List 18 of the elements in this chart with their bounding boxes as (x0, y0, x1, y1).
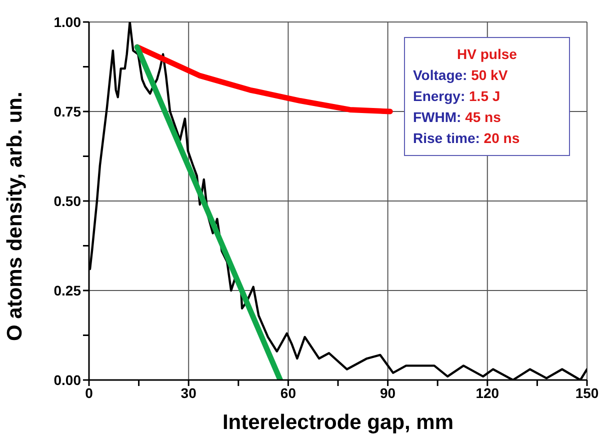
annotation: Voltage: 50 kV (413, 67, 508, 83)
x-tick-label: 30 (180, 384, 197, 401)
x-tick-label: 0 (85, 384, 94, 401)
y-tick-label: 0.75 (54, 103, 82, 120)
annotation: Energy: 1.5 J (413, 88, 500, 104)
annotation: HV pulse (456, 45, 518, 64)
y-tick-label: 0.25 (54, 282, 82, 298)
annotation: Rise time: 20 ns (413, 130, 520, 146)
y-tick-label: 0.50 (54, 192, 82, 209)
annotation: FWHM: 45 ns (413, 109, 501, 125)
x-tick-label: 90 (380, 384, 396, 401)
x-tick-label: 60 (280, 384, 296, 401)
text: 0.00 (54, 372, 81, 388)
x-axis-title: Interelectrode gap, mm (222, 411, 454, 434)
y-axis-title: O atoms density, arb. un. (3, 92, 26, 341)
x-tick-label: 150 (575, 384, 599, 401)
y-tick-label: 1.00 (54, 14, 82, 30)
x-tick-label: 120 (476, 384, 500, 401)
